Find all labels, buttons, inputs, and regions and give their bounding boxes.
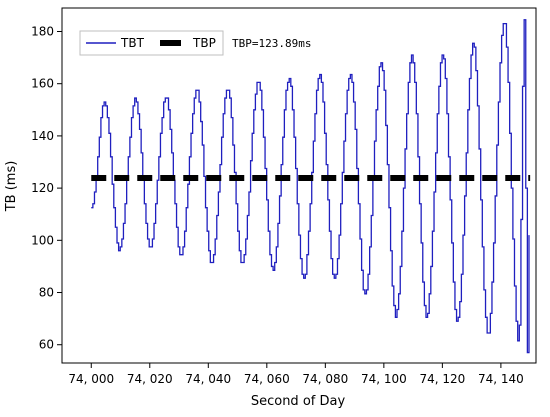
y-tick-label: 140 [31,129,54,143]
x-tick-label: 74, 040 [185,372,231,386]
y-axis-label: TB (ms) [4,161,19,213]
x-tick-label: 74, 120 [419,372,465,386]
legend: TBT TBP [79,30,224,56]
x-tick-label: 74, 060 [244,372,290,386]
plot-frame [61,7,537,364]
legend-label-tbp: TBP [192,36,216,50]
x-axis-label: Second of Day [251,394,346,409]
x-tick-label: 74, 080 [302,372,348,386]
series-layer [91,19,531,354]
series-line-tbt [91,19,530,354]
tbp-annotation: TBP=123.89ms [232,37,311,50]
y-tick-label: 80 [39,286,54,300]
x-axis-ticks: 74, 000 74, 020 74, 040 74, 060 74, 080 74, 1… [68,363,524,386]
legend-label-tbt: TBT [120,36,145,50]
y-axis-ticks: 60 80 100 120 140 160 180 [31,24,62,352]
y-tick-label: 120 [31,181,54,195]
y-tick-label: 160 [31,77,54,91]
y-tick-label: 180 [31,24,54,38]
x-tick-label: 74, 020 [127,372,173,386]
y-tick-label: 60 [39,338,54,352]
x-tick-label: 74, 100 [361,372,407,386]
x-tick-label: 74, 140 [478,372,524,386]
y-tick-label: 100 [31,233,54,247]
x-tick-label: 74, 000 [68,372,114,386]
